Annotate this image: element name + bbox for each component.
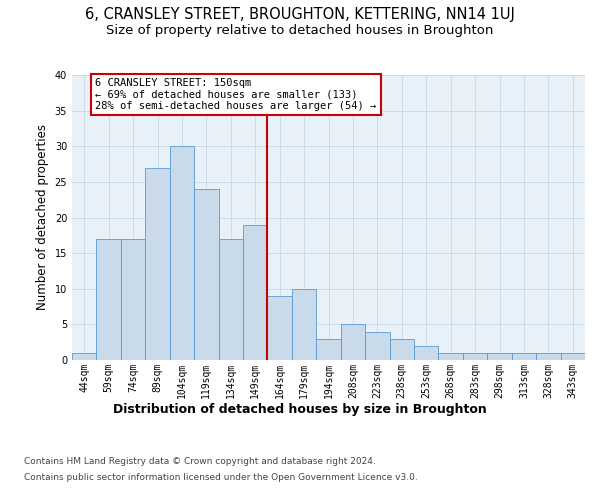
Bar bbox=[512, 353, 536, 360]
Text: Size of property relative to detached houses in Broughton: Size of property relative to detached ho… bbox=[106, 24, 494, 37]
Bar bbox=[121, 239, 145, 360]
Bar bbox=[292, 289, 316, 360]
Bar bbox=[365, 332, 389, 360]
Bar bbox=[145, 168, 170, 360]
Bar bbox=[414, 346, 439, 360]
Y-axis label: Number of detached properties: Number of detached properties bbox=[36, 124, 49, 310]
Bar bbox=[194, 189, 218, 360]
Bar bbox=[439, 353, 463, 360]
Bar bbox=[170, 146, 194, 360]
Bar bbox=[218, 239, 243, 360]
Bar bbox=[389, 338, 414, 360]
Bar bbox=[536, 353, 560, 360]
Bar bbox=[341, 324, 365, 360]
Bar bbox=[243, 224, 268, 360]
Bar bbox=[487, 353, 512, 360]
Bar bbox=[97, 239, 121, 360]
Text: 6, CRANSLEY STREET, BROUGHTON, KETTERING, NN14 1UJ: 6, CRANSLEY STREET, BROUGHTON, KETTERING… bbox=[85, 8, 515, 22]
Bar bbox=[72, 353, 97, 360]
Bar bbox=[316, 338, 341, 360]
Text: Contains public sector information licensed under the Open Government Licence v3: Contains public sector information licen… bbox=[24, 472, 418, 482]
Bar bbox=[560, 353, 585, 360]
Bar bbox=[463, 353, 487, 360]
Text: Distribution of detached houses by size in Broughton: Distribution of detached houses by size … bbox=[113, 402, 487, 415]
Bar bbox=[268, 296, 292, 360]
Text: 6 CRANSLEY STREET: 150sqm
← 69% of detached houses are smaller (133)
28% of semi: 6 CRANSLEY STREET: 150sqm ← 69% of detac… bbox=[95, 78, 376, 111]
Text: Contains HM Land Registry data © Crown copyright and database right 2024.: Contains HM Land Registry data © Crown c… bbox=[24, 458, 376, 466]
